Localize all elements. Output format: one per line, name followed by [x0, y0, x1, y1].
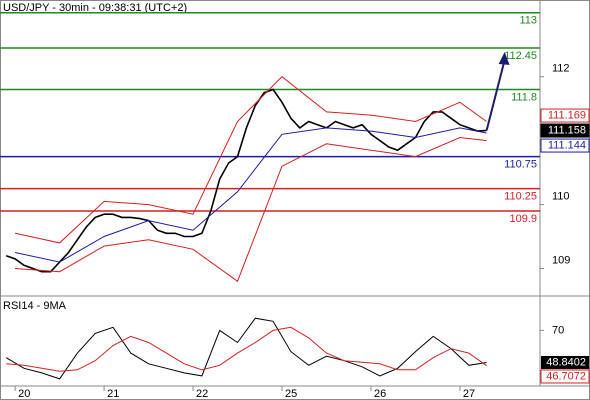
price-tag-label: 111.169	[548, 109, 586, 121]
value-tag	[541, 355, 589, 369]
y-tick-label: 112	[552, 63, 570, 75]
x-tick-label: 27	[463, 388, 475, 400]
y-tick-label: 110	[552, 190, 570, 202]
series-line	[6, 326, 487, 372]
series-line	[14, 127, 487, 263]
price-tag-label: 111.144	[548, 139, 586, 151]
series-line	[5, 88, 487, 273]
series-line	[14, 76, 487, 244]
price-tag-label: 111.158	[548, 124, 586, 136]
x-tick-label: 22	[196, 388, 208, 400]
value-tag	[540, 369, 590, 384]
x-tick-label: 21	[107, 388, 119, 400]
forecast-arrow	[485, 59, 506, 131]
chart-title: USD/JPY - 30min - 09:38:31 (UTC+2)	[3, 2, 187, 14]
level-label: 110.25	[504, 191, 537, 203]
price-tag	[540, 138, 590, 153]
value-tag-label: 46.7072	[546, 370, 586, 382]
price-tag	[540, 108, 590, 123]
level-label: 112.45	[504, 50, 537, 62]
price-tag	[540, 123, 590, 138]
value-tag-label: 48.8402	[546, 356, 586, 368]
y-tick-label: 70	[552, 324, 564, 336]
y-tick-label: 109	[552, 254, 570, 266]
level-label: 109.9	[509, 213, 537, 225]
x-tick-label: 26	[374, 388, 386, 400]
x-tick-label: 20	[18, 388, 30, 400]
forecast-arrow-head	[498, 51, 510, 65]
level-label: 110.75	[504, 159, 537, 171]
x-tick-label: 25	[285, 388, 297, 400]
level-label: 113	[519, 15, 537, 27]
series-line	[5, 317, 487, 380]
rsi-title: RSI14 - 9MA	[3, 300, 67, 312]
level-label: 111.8	[511, 91, 537, 103]
series-line	[15, 136, 487, 283]
